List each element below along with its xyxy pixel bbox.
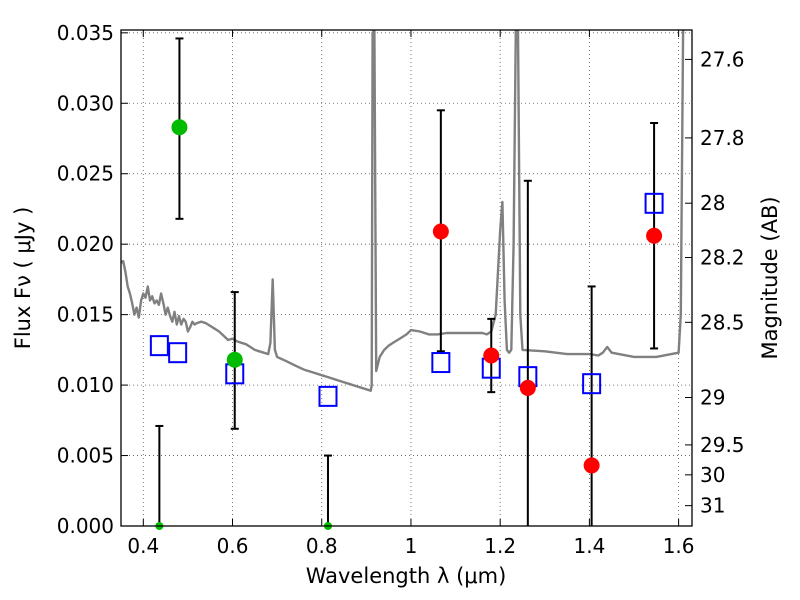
x-tick-label: 0.6 (217, 534, 249, 558)
axis-ticks: 0.4 0.6 0.8 1 1.2 1.4 1.6 0.000 0.005 0.010 0.015 0… (57, 21, 745, 558)
y-axis-label: Flux Fν ( μJy ) (11, 207, 35, 350)
blue-square (318, 385, 338, 407)
x-tick-label: 1 (405, 534, 418, 558)
right-tick-label: 29 (700, 385, 725, 409)
blue-square (644, 192, 664, 214)
grid-lines (121, 30, 692, 526)
y-tick-label: 0.025 (57, 162, 114, 186)
x-tick-label: 0.4 (127, 534, 159, 558)
x-tick-label: 1.6 (663, 534, 695, 558)
blue-square (149, 335, 169, 357)
right-tick-label: 27.8 (700, 126, 745, 150)
red-point (646, 227, 663, 244)
right-tick-label: 28.5 (700, 310, 745, 334)
y-tick-label: 0.030 (57, 91, 114, 115)
y-tick-label: 0.010 (57, 373, 114, 397)
right-tick-label: 31 (700, 494, 725, 518)
right-tick-label: 28.2 (700, 246, 745, 270)
right-tick-label: 27.6 (700, 47, 745, 71)
right-axis-label: Magnitude (AB) (758, 196, 782, 359)
red-point (432, 223, 449, 240)
sed-line (121, 30, 685, 392)
plot-area (121, 30, 692, 526)
green-point (226, 351, 243, 368)
red-point (583, 457, 600, 474)
blue-square (431, 352, 451, 374)
plot-frame (120, 29, 693, 527)
data-marks (121, 30, 685, 526)
x-axis-label: Wavelength λ (μm) (306, 564, 507, 588)
y-tick-label: 0.035 (57, 21, 114, 45)
x-tick-label: 1.4 (573, 534, 605, 558)
blue-square (582, 373, 602, 395)
blue-square (168, 342, 188, 364)
x-tick-label: 0.8 (306, 534, 338, 558)
right-tick-label: 29.5 (700, 433, 745, 457)
y-tick-label: 0.000 (57, 514, 114, 538)
y-tick-label: 0.005 (57, 444, 114, 468)
y-tick-label: 0.015 (57, 303, 114, 327)
right-tick-label: 28 (700, 191, 725, 215)
y-tick-label: 0.020 (57, 232, 114, 256)
red-point (519, 379, 536, 396)
right-tick-label: 30 (700, 463, 725, 487)
x-tick-label: 1.2 (484, 534, 516, 558)
green-point (171, 119, 188, 136)
red-point (483, 347, 500, 364)
